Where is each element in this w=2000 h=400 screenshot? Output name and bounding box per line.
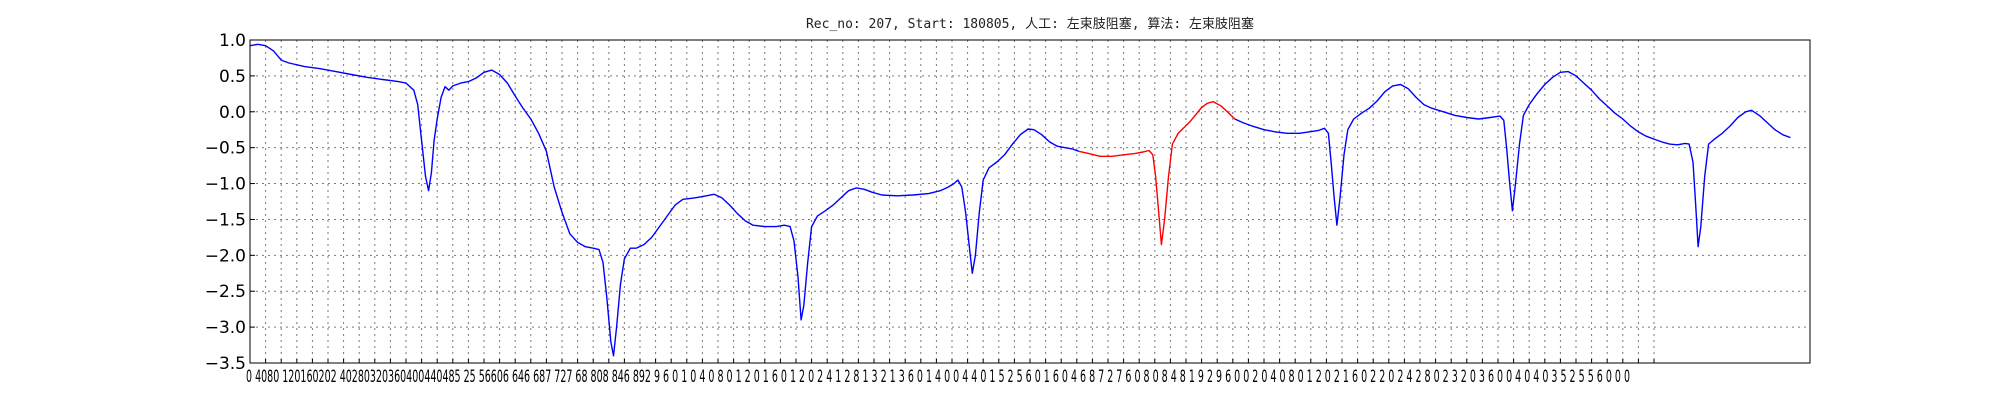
y-axis-ticks: 1.0 0.5 0.0 −0.5 −1.0 −1.5 −2.0 −2.5 −3.0 −3.5: [205, 31, 255, 374]
y-tick-label: −0.5: [205, 139, 246, 159]
y-tick-label: 0.5: [219, 67, 246, 87]
y-tick-label: −1.0: [205, 175, 246, 195]
grid-lines: [249, 39, 1810, 364]
series-lines: [249, 43, 1791, 357]
y-tick-label: 1.0: [219, 31, 246, 51]
x-tick-labels: 0 4080 120160202 40280320360400440485 25…: [246, 367, 1630, 387]
y-tick-label: −2.0: [205, 246, 246, 266]
plot-frame: [249, 39, 1811, 364]
y-tick-label: −2.5: [205, 282, 246, 302]
y-tick-label: −3.0: [205, 318, 246, 338]
ecg-highlight-segment: [1078, 100, 1236, 246]
y-tick-label: −3.5: [205, 354, 246, 374]
chart-title: Rec_no: 207, Start: 180805, 人工: 左束肢阻塞, 算…: [806, 16, 1254, 32]
y-tick-label: −1.5: [205, 210, 246, 230]
ecg-trace-segment: [249, 43, 1080, 357]
ecg-trace-segment: [1234, 70, 1791, 248]
y-tick-label: 0.0: [219, 103, 246, 123]
